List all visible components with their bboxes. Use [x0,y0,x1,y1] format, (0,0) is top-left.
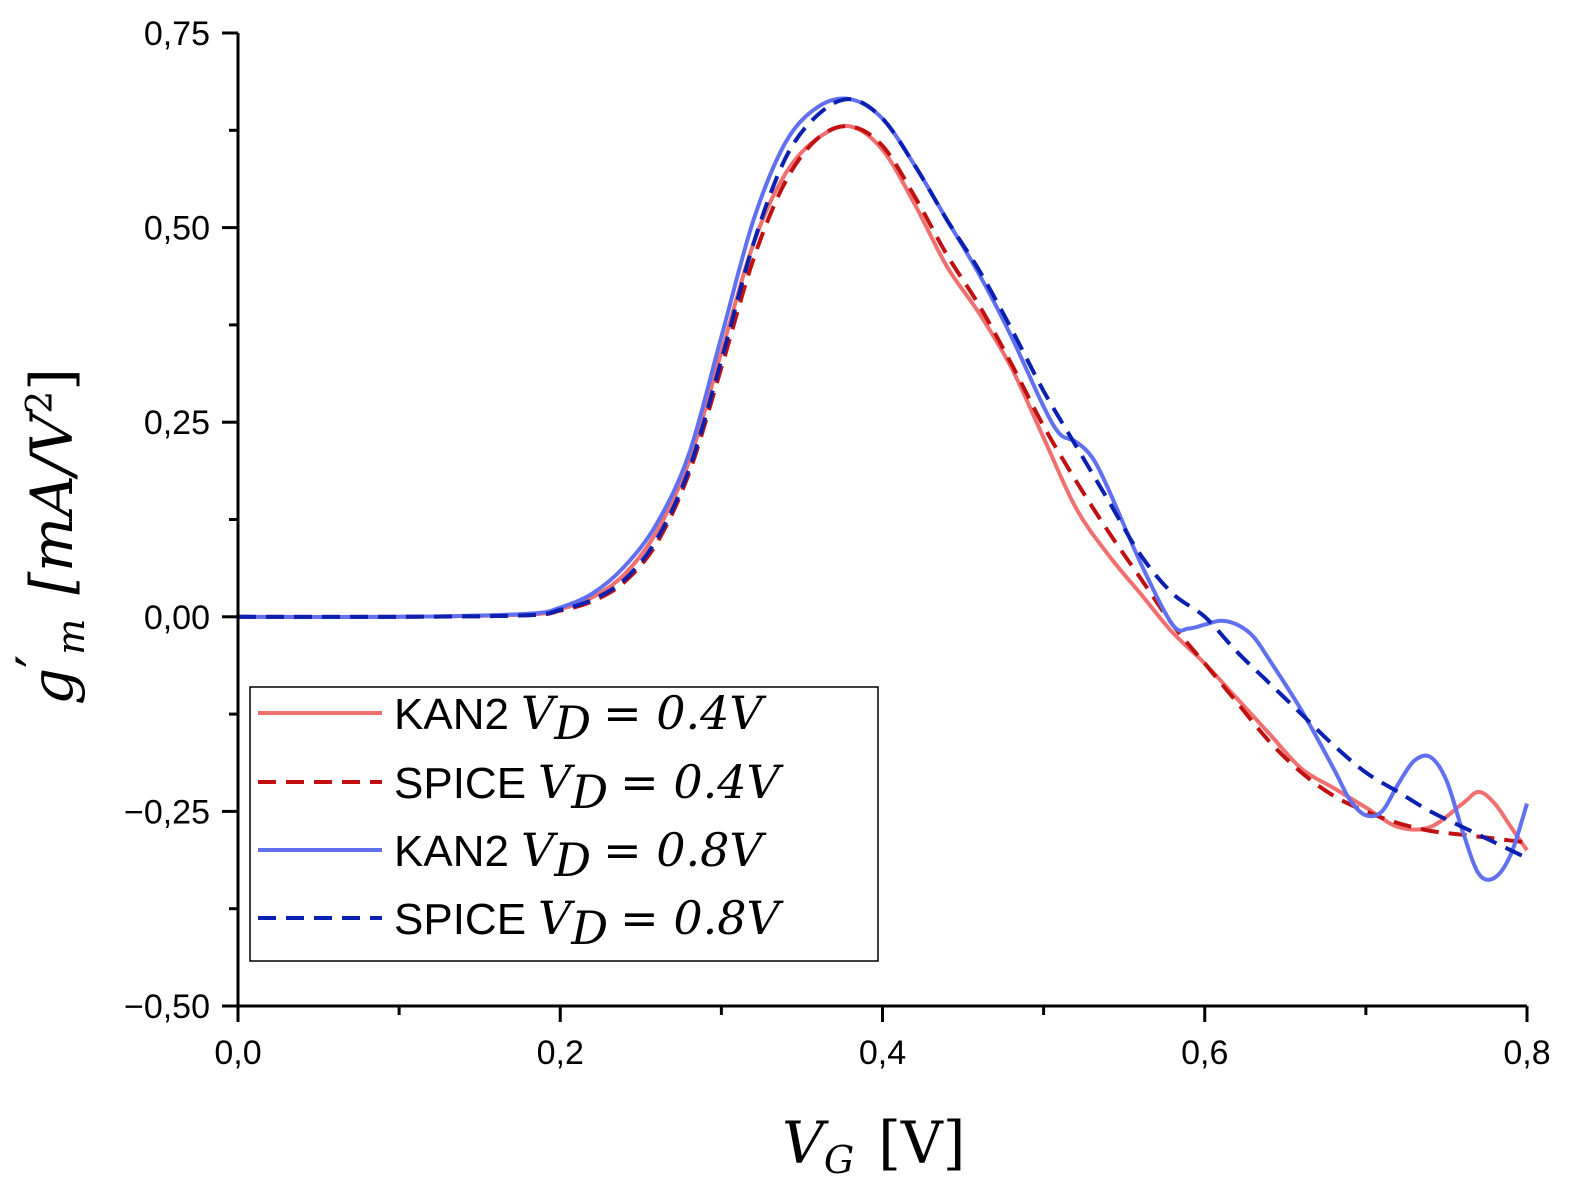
y-tick-label: 0,00 [144,599,210,637]
x-ticks: 0,0 0,2 0,4 0,6 0,8 [214,1006,1551,1072]
y-axis-title-sub: m [49,619,93,655]
legend-label-1: SPICE VD = 0.4V [394,755,784,819]
legend-box [249,686,879,962]
legend-math-sub: D [570,765,608,819]
x-tick-label: 0,6 [1181,1034,1228,1072]
x-axis-title: VG [V] [782,1109,965,1182]
x-tick-label: 0,8 [1503,1034,1550,1072]
y-tick-label: −0,25 [124,793,210,831]
legend-series-name: KAN2 [394,690,509,739]
y-axis-title: g′m [mA/V2] [4,368,93,705]
series-line-0 [237,124,1529,852]
legend-label-2: KAN2 VD = 0.8V [394,823,767,887]
x-axis-title-main: V [782,1109,829,1177]
y-axis-title-unit-close: ] [18,368,86,391]
legend-label-0: KAN2 VD = 0.4V [394,686,767,750]
legend-math-eq: = 0.8V [620,891,784,945]
x-tick-label: 0,4 [859,1034,906,1072]
x-axis-title-unit: [V] [878,1109,965,1177]
y-tick-label: 0,50 [144,210,210,248]
legend-series-name: SPICE [394,759,526,808]
legend-math-sub: D [553,833,591,887]
y-tick-label: 0,75 [144,15,210,53]
x-tick-label: 0,0 [214,1034,261,1072]
legend-math-eq: = 0.8V [603,823,767,877]
legend-label-3: SPICE VD = 0.8V [394,891,784,955]
series-line-3 [237,97,1528,860]
y-tick-label: −0,50 [124,988,210,1026]
y-axis-title-prime: ′ [4,655,72,668]
y-axis-title-unit: [mA/V [18,409,86,595]
y-ticks: −0,50 −0,25 0,00 0,25 0,50 0,75 [124,15,238,1026]
x-tick-label: 0,2 [537,1034,584,1072]
legend-math-eq: = 0.4V [620,755,784,809]
y-tick-label: 0,25 [144,404,210,442]
legend-series-name: SPICE [394,895,526,944]
y-axis-title-unit-sup: 2 [20,391,61,414]
legend-math-sub: D [570,901,608,955]
legend-math-var: V [521,686,559,740]
y-axis-title-main: g [18,668,86,705]
legend-math-var: V [538,755,576,809]
legend-series-name: KAN2 [394,827,509,876]
series-group [237,96,1529,882]
legend-math-eq: = 0.4V [603,686,767,740]
legend-math-sub: D [553,696,591,750]
x-axis-title-sub: G [824,1138,854,1182]
series-line-2 [237,96,1529,882]
legend-math-var: V [538,891,576,945]
legend-math-var: V [521,823,559,877]
